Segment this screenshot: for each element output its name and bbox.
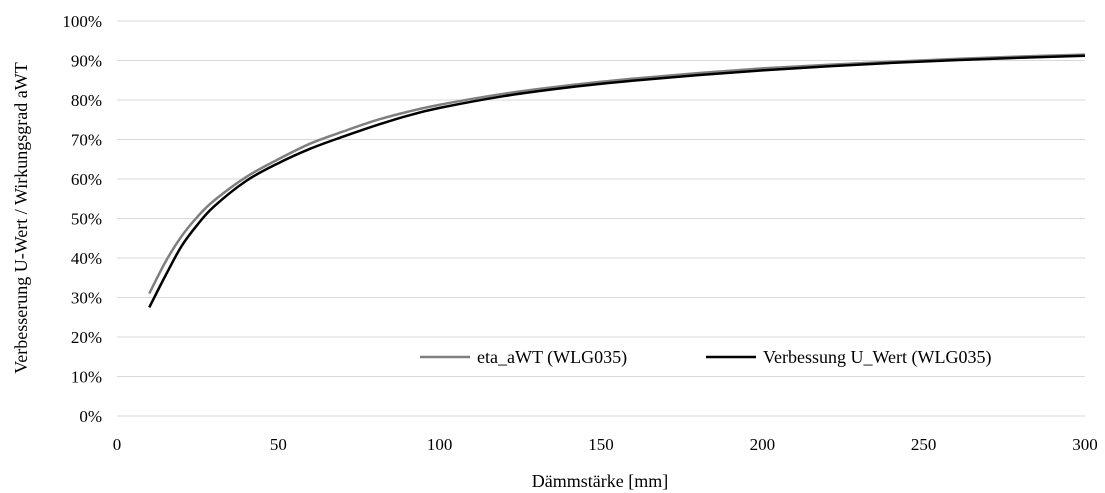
x-tick-label: 200 [750,435,776,454]
y-tick-label: 80% [71,91,102,110]
x-axis-ticks: 0 50 100 150 200 250 300 [113,435,1098,454]
y-tick-label: 30% [71,289,102,308]
y-tick-label: 60% [71,170,102,189]
y-tick-label: 0% [79,407,102,426]
x-tick-label: 100 [427,435,453,454]
legend-label-u-wert: Verbessung U_Wert (WLG035) [763,347,992,368]
x-tick-label: 150 [588,435,614,454]
x-tick-label: 250 [911,435,937,454]
legend: eta_aWT (WLG035) Verbessung U_Wert (WLG0… [420,347,992,368]
x-tick-label: 0 [113,435,122,454]
x-axis-title: Dämmstärke [mm] [532,471,668,491]
y-tick-label: 40% [71,249,102,268]
x-tick-label: 50 [270,435,287,454]
y-tick-label: 20% [71,328,102,347]
series-line-eta-awt [148,53,1086,295]
y-tick-label: 50% [71,210,102,229]
legend-label-eta-awt: eta_aWT (WLG035) [477,347,627,368]
y-tick-label: 10% [71,368,102,387]
series-lines [148,53,1086,308]
x-tick-label: 300 [1072,435,1098,454]
y-axis-ticks: 0% 10% 20% 30% 40% 50% 60% 70% 80% 90% 100% [62,12,102,426]
y-axis-title: Verbesserung U-Wert / Wirkungsgrad aWT [11,62,31,373]
y-tick-label: 90% [71,52,102,71]
y-tick-label: 70% [71,131,102,150]
series-line-u-wert [148,54,1086,308]
y-tick-label: 100% [62,12,102,31]
